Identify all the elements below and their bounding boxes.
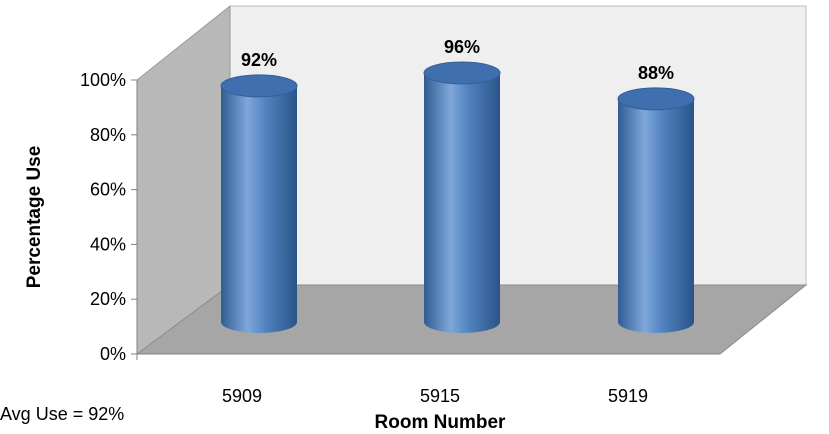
x-tick-label: 5915 (420, 386, 460, 406)
data-label: 96% (444, 37, 480, 57)
y-tick-label: 40% (90, 234, 126, 254)
bar-top (423, 61, 501, 85)
x-tick-label: 5919 (608, 386, 648, 406)
bar-5915 (423, 61, 501, 334)
x-axis-title: Room Number (375, 412, 507, 433)
bar-5909 (220, 74, 298, 333)
y-tick-label: 80% (90, 125, 126, 145)
data-label: 92% (241, 50, 277, 70)
bar-top (220, 74, 298, 98)
y-tick-label: 100% (80, 70, 126, 90)
bar-body (221, 85, 297, 333)
data-label: 88% (638, 63, 674, 83)
bar-body (618, 98, 694, 333)
y-tick-label: 20% (90, 289, 126, 309)
y-axis-title: Percentage Use (24, 146, 45, 289)
bar-body (424, 72, 500, 334)
bar-5919 (617, 87, 695, 333)
y-tick-label: 0% (100, 344, 126, 364)
avg-use-note: Avg Use = 92% (0, 404, 124, 424)
y-tick-label: 60% (90, 180, 126, 200)
x-tick-label: 5909 (222, 386, 262, 406)
bar-top (617, 87, 695, 111)
back-wall (229, 5, 807, 286)
